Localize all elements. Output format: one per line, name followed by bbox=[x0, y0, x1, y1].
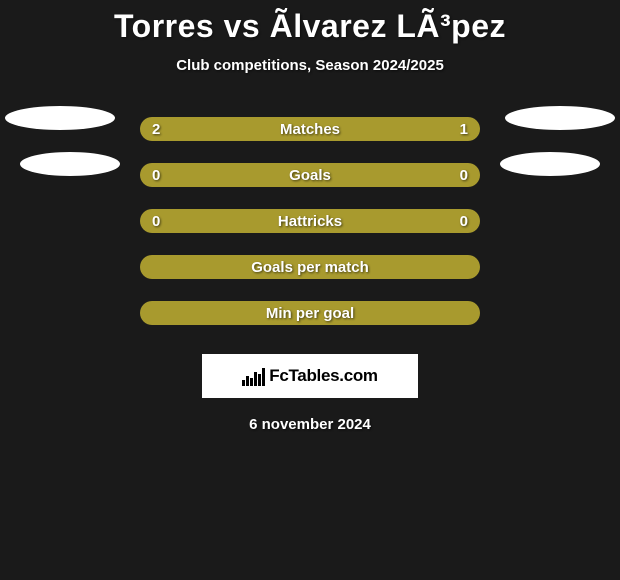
stat-row: 2 Matches 1 bbox=[0, 106, 620, 152]
stat-bar-goals: 0 Goals 0 bbox=[140, 163, 480, 187]
chart-icon bbox=[242, 366, 265, 386]
stat-label: Goals bbox=[289, 167, 331, 184]
stat-bar-gpm: Goals per match bbox=[140, 255, 480, 279]
date-text: 6 november 2024 bbox=[0, 416, 620, 433]
stat-bar-hattricks: 0 Hattricks 0 bbox=[140, 209, 480, 233]
logo-text: FcTables.com bbox=[269, 366, 378, 386]
stat-left-value: 2 bbox=[152, 121, 160, 138]
stat-label: Matches bbox=[280, 121, 340, 138]
stat-right-value: 0 bbox=[460, 213, 468, 230]
stat-row: 0 Hattricks 0 bbox=[0, 198, 620, 244]
stat-label: Min per goal bbox=[266, 305, 354, 322]
stat-label: Hattricks bbox=[278, 213, 342, 230]
stat-label: Goals per match bbox=[251, 259, 369, 276]
stats-area: 2 Matches 1 0 Goals 0 0 Hattricks 0 Goal… bbox=[0, 106, 620, 336]
stat-row: Goals per match bbox=[0, 244, 620, 290]
stat-right-value: 0 bbox=[460, 167, 468, 184]
stat-right-value: 1 bbox=[460, 121, 468, 138]
stat-row: Min per goal bbox=[0, 290, 620, 336]
logo-inner: FcTables.com bbox=[242, 366, 378, 386]
stat-bar-mpg: Min per goal bbox=[140, 301, 480, 325]
stat-bar-matches: 2 Matches 1 bbox=[140, 117, 480, 141]
source-logo[interactable]: FcTables.com bbox=[202, 354, 418, 398]
stat-left-value: 0 bbox=[152, 213, 160, 230]
stat-row: 0 Goals 0 bbox=[0, 152, 620, 198]
subtitle: Club competitions, Season 2024/2025 bbox=[0, 57, 620, 74]
page-title: Torres vs Ãlvarez LÃ³pez bbox=[0, 8, 620, 45]
comparison-widget: Torres vs Ãlvarez LÃ³pez Club competitio… bbox=[0, 0, 620, 433]
stat-left-value: 0 bbox=[152, 167, 160, 184]
